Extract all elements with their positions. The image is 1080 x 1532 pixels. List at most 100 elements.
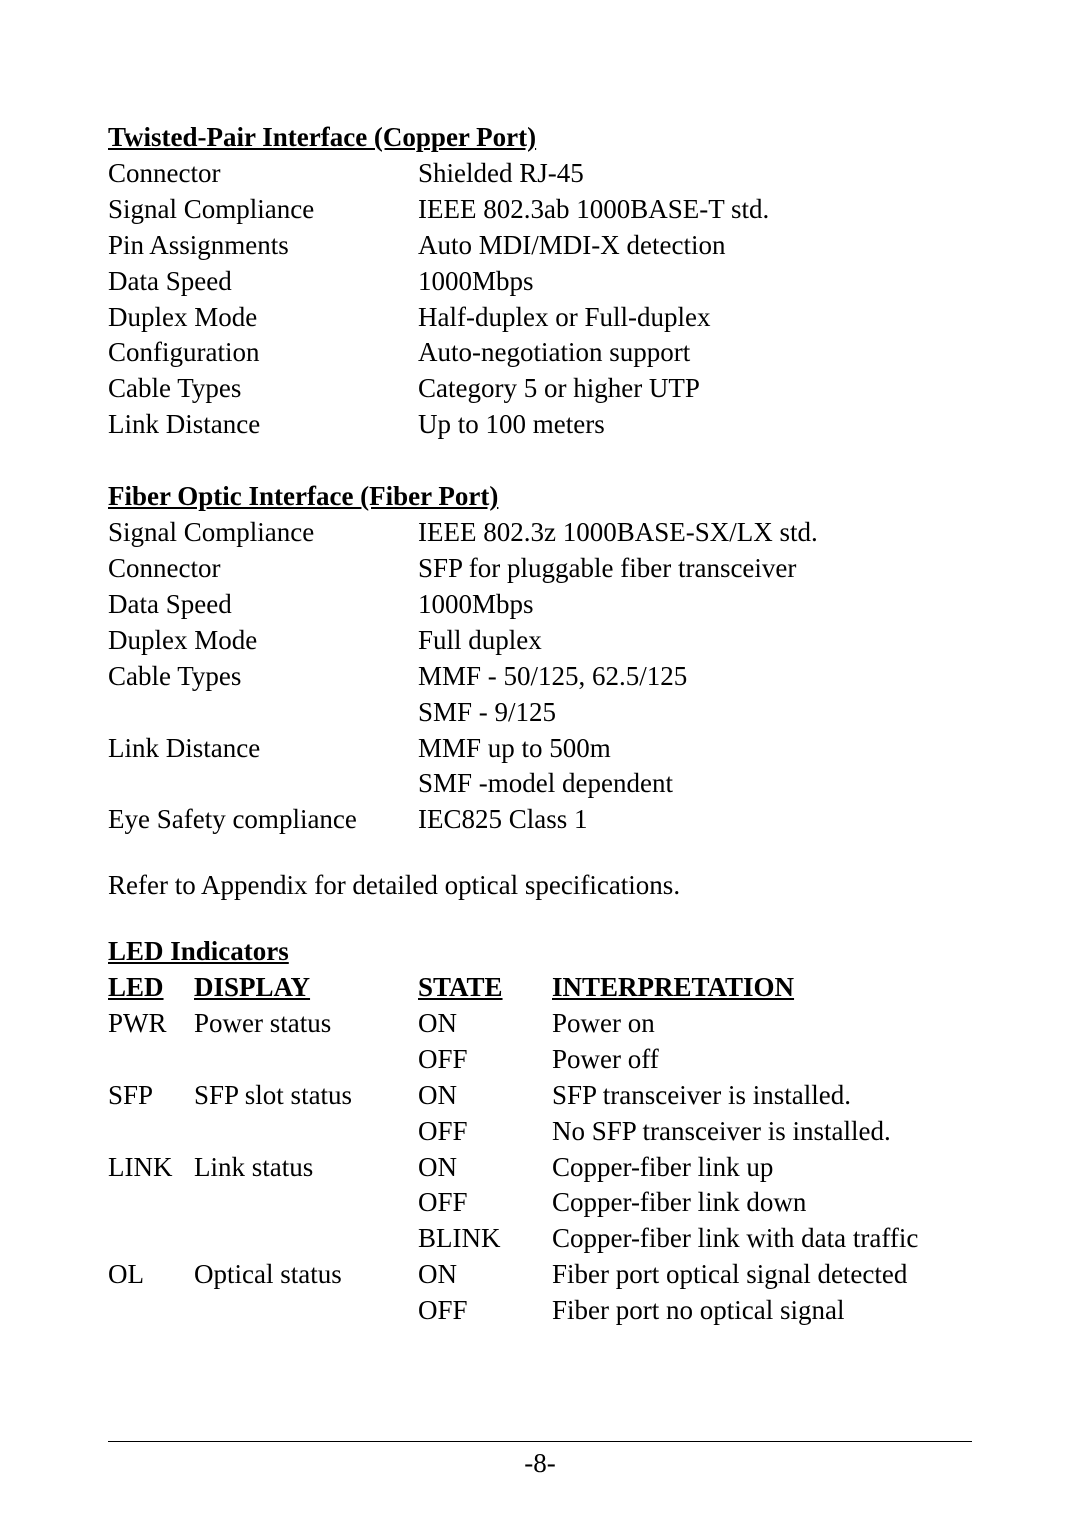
led-cell [194,1114,418,1150]
spec-value: MMF up to 500m [418,731,972,767]
led-cell [108,1114,194,1150]
led-header: LED [108,970,194,1006]
spec-value: Auto MDI/MDI-X detection [418,228,972,264]
copper-row: Data Speed 1000Mbps [108,264,972,300]
led-row: SFP SFP slot status ON SFP transceiver i… [108,1078,972,1114]
led-row: OFF Copper-fiber link down [108,1185,972,1221]
fiber-row: Connector SFP for pluggable fiber transc… [108,551,972,587]
spec-value: IEEE 802.3ab 1000BASE-T std. [418,192,972,228]
spec-value: SMF -model dependent [418,766,972,802]
spec-value: IEC825 Class 1 [418,802,972,838]
led-header: INTERPRETATION [552,970,972,1006]
spec-label: Cable Types [108,371,418,407]
led-header: STATE [418,970,552,1006]
fiber-row: SMF -model dependent [108,766,972,802]
spec-value: Auto-negotiation support [418,335,972,371]
fiber-row: Data Speed 1000Mbps [108,587,972,623]
led-cell: SFP transceiver is installed. [552,1078,972,1114]
led-cell: Copper-fiber link down [552,1185,972,1221]
led-cell: LINK [108,1150,194,1186]
led-cell [194,1293,418,1329]
spec-label: Duplex Mode [108,623,418,659]
spec-value: 1000Mbps [418,587,972,623]
spec-label: Data Speed [108,264,418,300]
fiber-row: Eye Safety compliance IEC825 Class 1 [108,802,972,838]
led-cell: Copper-fiber link up [552,1150,972,1186]
led-cell: BLINK [418,1221,552,1257]
spec-value: SFP for pluggable fiber transceiver [418,551,972,587]
led-row: LINK Link status ON Copper-fiber link up [108,1150,972,1186]
led-cell: ON [418,1078,552,1114]
led-cell: SFP [108,1078,194,1114]
spec-label: Connector [108,551,418,587]
spec-value: Up to 100 meters [418,407,972,443]
footer-rule [108,1441,972,1442]
led-cell: Power on [552,1006,972,1042]
led-cell: ON [418,1257,552,1293]
spec-value: Shielded RJ-45 [418,156,972,192]
appendix-note: Refer to Appendix for detailed optical s… [108,868,972,904]
led-cell [108,1293,194,1329]
copper-section-title: Twisted-Pair Interface (Copper Port) [108,120,972,156]
page: Twisted-Pair Interface (Copper Port) Con… [0,0,1080,1532]
led-cell: Fiber port no optical signal [552,1293,972,1329]
led-cell: ON [418,1150,552,1186]
led-cell: Fiber port optical signal detected [552,1257,972,1293]
copper-row: Cable Types Category 5 or higher UTP [108,371,972,407]
led-cell: OFF [418,1185,552,1221]
spec-label: Cable Types [108,659,418,695]
led-row: OFF No SFP transceiver is installed. [108,1114,972,1150]
led-section-title: LED Indicators [108,934,972,970]
copper-row: Duplex Mode Half-duplex or Full-duplex [108,300,972,336]
spec-label [108,695,418,731]
spec-label: Pin Assignments [108,228,418,264]
led-cell: Power status [194,1006,418,1042]
spec-label: Link Distance [108,731,418,767]
led-cell: Link status [194,1150,418,1186]
led-cell [108,1042,194,1078]
fiber-row: Signal Compliance IEEE 802.3z 1000BASE-S… [108,515,972,551]
spec-value: MMF - 50/125, 62.5/125 [418,659,972,695]
fiber-row: SMF - 9/125 [108,695,972,731]
led-row: OFF Power off [108,1042,972,1078]
led-cell: OL [108,1257,194,1293]
fiber-section-title: Fiber Optic Interface (Fiber Port) [108,479,972,515]
led-row: PWR Power status ON Power on [108,1006,972,1042]
spec-value: Full duplex [418,623,972,659]
spec-label: Signal Compliance [108,515,418,551]
spec-value: Category 5 or higher UTP [418,371,972,407]
led-header-row: LED DISPLAY STATE INTERPRETATION [108,970,972,1006]
led-cell: PWR [108,1006,194,1042]
copper-row: Configuration Auto-negotiation support [108,335,972,371]
spec-label: Connector [108,156,418,192]
spec-label: Duplex Mode [108,300,418,336]
copper-row: Connector Shielded RJ-45 [108,156,972,192]
led-cell: OFF [418,1114,552,1150]
led-row: BLINK Copper-fiber link with data traffi… [108,1221,972,1257]
led-cell: No SFP transceiver is installed. [552,1114,972,1150]
led-cell [194,1185,418,1221]
led-cell: ON [418,1006,552,1042]
led-cell [108,1221,194,1257]
led-cell: SFP slot status [194,1078,418,1114]
led-row: OFF Fiber port no optical signal [108,1293,972,1329]
copper-row: Pin Assignments Auto MDI/MDI-X detection [108,228,972,264]
fiber-row: Link Distance MMF up to 500m [108,731,972,767]
led-row: OL Optical status ON Fiber port optical … [108,1257,972,1293]
led-cell [108,1185,194,1221]
page-number: -8- [524,1448,555,1478]
copper-row: Signal Compliance IEEE 802.3ab 1000BASE-… [108,192,972,228]
led-cell [194,1221,418,1257]
spec-label: Data Speed [108,587,418,623]
led-cell: OFF [418,1042,552,1078]
spec-label: Link Distance [108,407,418,443]
led-cell: OFF [418,1293,552,1329]
copper-row: Link Distance Up to 100 meters [108,407,972,443]
led-cell [194,1042,418,1078]
led-header: DISPLAY [194,970,418,1006]
spec-label [108,766,418,802]
led-cell: Copper-fiber link with data traffic [552,1221,972,1257]
led-cell: Power off [552,1042,972,1078]
spec-label: Signal Compliance [108,192,418,228]
spec-label: Configuration [108,335,418,371]
